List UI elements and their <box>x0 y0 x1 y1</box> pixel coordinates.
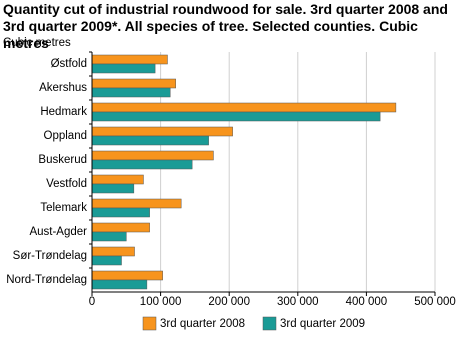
legend-label: 3rd quarter 2009 <box>280 318 365 330</box>
y-tick-label: Hedmark <box>40 106 87 118</box>
x-tick-label: 0 <box>89 296 95 308</box>
y-tick-label: Vestfold <box>46 178 87 190</box>
chart-title: Quantity cut of industrial roundwood for… <box>3 1 448 51</box>
bar <box>91 63 156 74</box>
y-tick-label: Oppland <box>44 130 87 142</box>
y-tick-label: Buskerud <box>38 154 87 166</box>
legend-label: 3rd quarter 2008 <box>160 318 245 330</box>
bar <box>91 78 176 89</box>
y-tick-label: Akershus <box>39 82 87 94</box>
x-tick-label: 100 000 <box>140 296 182 308</box>
bar <box>91 270 163 281</box>
y-tick-label: Aust-Agder <box>29 226 87 238</box>
bar <box>91 159 193 170</box>
bar <box>91 207 150 218</box>
bar <box>91 183 135 194</box>
bar <box>91 222 150 233</box>
y-tick-label: Sør-Trøndelag <box>13 250 87 262</box>
bar <box>91 111 381 122</box>
bar <box>91 198 182 209</box>
x-tick-label: 200 000 <box>208 296 250 308</box>
axis-label: Cubic metres <box>3 37 71 49</box>
bar <box>91 150 214 161</box>
x-tick-label: 300 000 <box>277 296 319 308</box>
bar <box>91 279 148 290</box>
bar <box>91 54 168 65</box>
x-tick-label: 500 000 <box>414 296 456 308</box>
legend-swatch <box>262 316 277 331</box>
bar <box>91 246 135 257</box>
y-tick-label: Østfold <box>51 58 87 70</box>
bar <box>91 87 171 98</box>
bar <box>91 255 122 266</box>
legend-swatch <box>142 316 157 331</box>
x-tick-label: 400 000 <box>346 296 388 308</box>
bar <box>91 135 209 146</box>
y-tick-label: Telemark <box>40 202 87 214</box>
bar <box>91 126 233 137</box>
bar <box>91 231 127 242</box>
bar <box>91 102 397 113</box>
y-tick-label: Nord-Trøndelag <box>6 274 87 286</box>
bar <box>91 174 144 185</box>
